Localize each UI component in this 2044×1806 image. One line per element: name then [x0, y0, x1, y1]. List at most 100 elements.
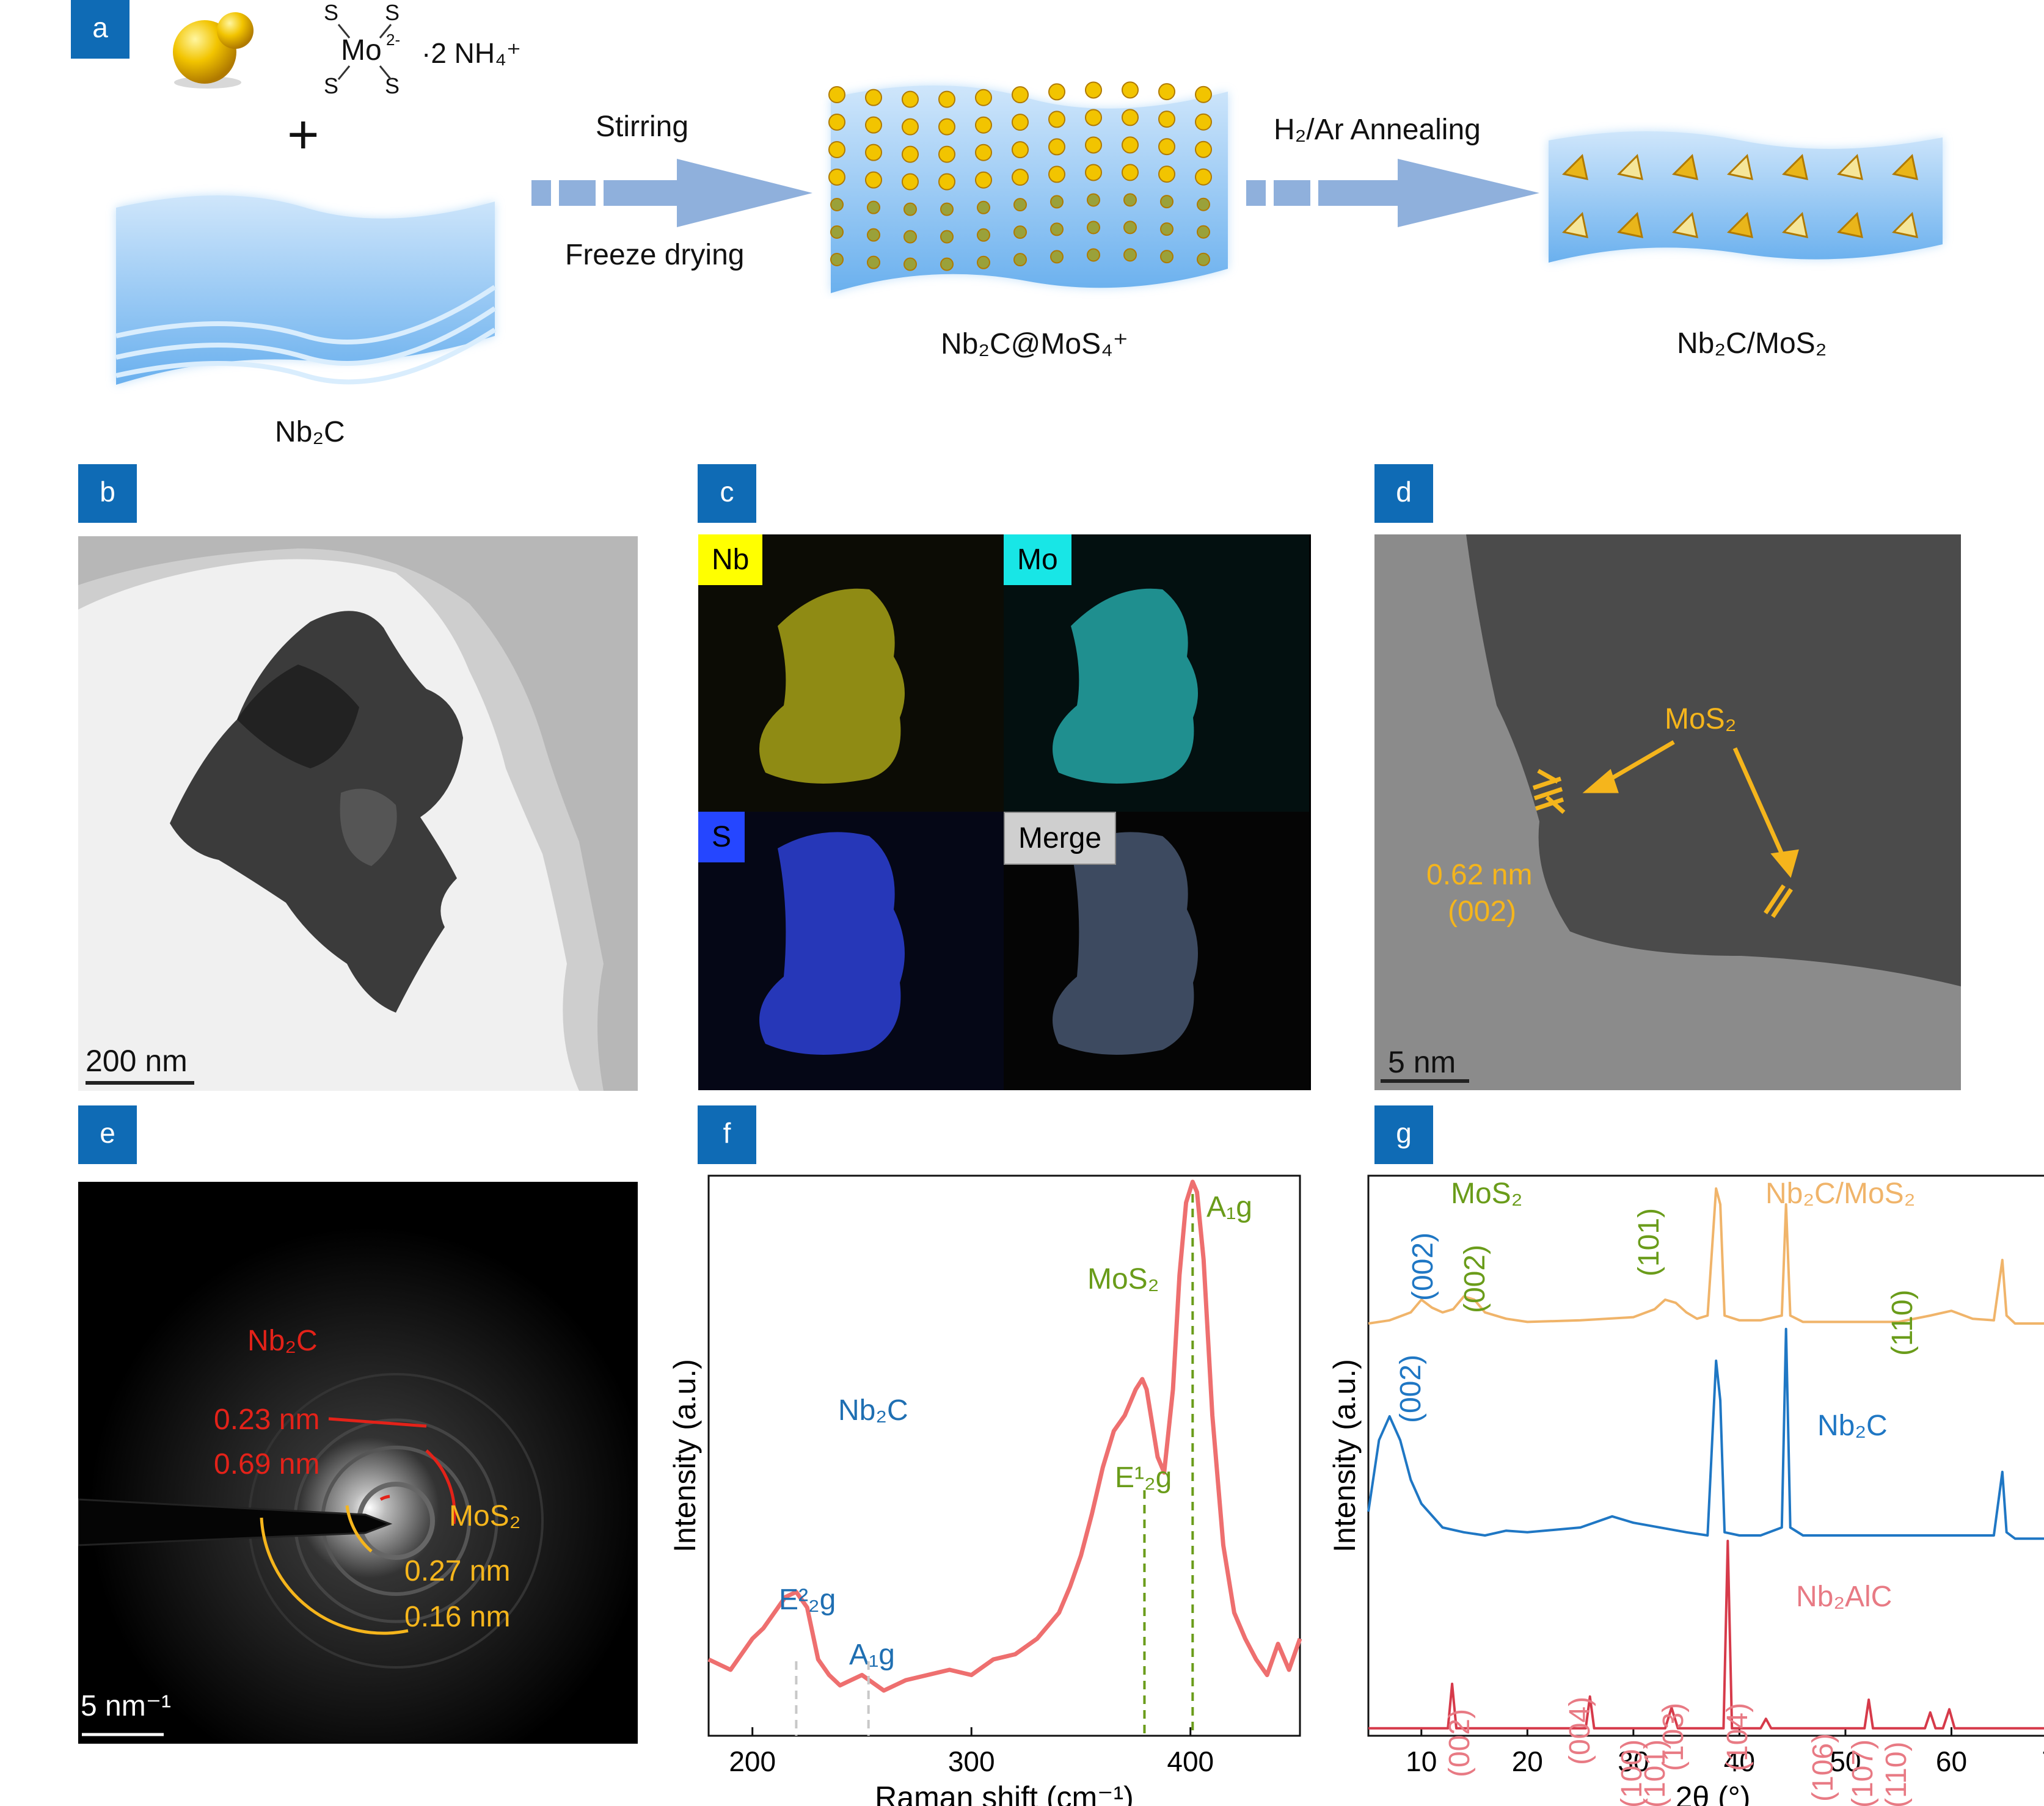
s-label: S: [385, 73, 400, 98]
triangle-mark: [1561, 153, 1588, 180]
triangle-mark: [1671, 153, 1698, 180]
saed-d1-label: 0.23 nm: [214, 1404, 320, 1436]
triangle-mark: [1671, 211, 1698, 238]
sphere-mark: [903, 257, 917, 271]
sphere-mark: [902, 90, 919, 108]
annotation-label: (004): [1564, 1697, 1596, 1765]
saed-nb2c-label: Nb₂C: [247, 1325, 318, 1357]
annotation-label: (002): [1407, 1233, 1439, 1301]
x-axis-label: Raman shift (cm⁻¹): [875, 1780, 1134, 1806]
triangle-mark: [1616, 153, 1643, 180]
saed-d4-label: 0.16 nm: [404, 1601, 511, 1633]
sphere-mark: [1048, 111, 1065, 128]
annotation-label: A₁g: [1206, 1191, 1252, 1223]
triangle-mark: [1781, 211, 1808, 238]
product-sheet-image: [1549, 131, 1943, 263]
sphere-mark: [1122, 109, 1139, 126]
sphere-mark: [1158, 166, 1175, 183]
intermediate-label: Nb₂C@MoS₄⁺: [941, 328, 1129, 360]
sphere-mark: [865, 171, 882, 189]
hrtem-plane-label: (002): [1448, 895, 1517, 928]
sphere-mark: [1012, 141, 1029, 159]
sphere-mark: [1123, 220, 1137, 235]
sphere-mark: [828, 141, 845, 158]
sphere-mark: [1195, 140, 1212, 158]
sphere-mark: [1087, 193, 1100, 207]
sphere-mark: [902, 118, 919, 136]
panel-label-e: e: [78, 1105, 137, 1164]
sphere-mark: [1048, 83, 1065, 101]
sphere-mark: [1197, 252, 1210, 266]
sphere-mark: [865, 89, 882, 106]
eds-mapping: Nb Mo S Merge: [698, 534, 1311, 1090]
tem-scale-label: 200 nm: [86, 1044, 188, 1078]
x-tick-label: 200: [729, 1746, 776, 1777]
panel-label-a: a: [71, 0, 130, 59]
sphere-mark: [1048, 138, 1065, 156]
intermediate-sheets-image: [828, 81, 1228, 293]
saed-d3-label: 0.27 nm: [404, 1555, 511, 1587]
raman-chart: 200 300 400 Raman shift (cm⁻¹) Intensity (a.…: [672, 1174, 1302, 1806]
s-label: S: [324, 0, 339, 25]
sphere-mark: [1197, 197, 1210, 211]
triangle-mark: [1781, 153, 1808, 180]
sphere-mark: [1012, 169, 1029, 186]
sphere-mark: [865, 116, 882, 134]
plot-frame: [1367, 1174, 2044, 1737]
annotation-label: (101): [1633, 1208, 1665, 1276]
sphere-mark: [1085, 136, 1102, 154]
map-tag-mo: Mo: [1004, 534, 1071, 585]
sphere-mark: [940, 202, 954, 216]
annotation-label: (101): [1639, 1739, 1671, 1806]
map-tag-nb: Nb: [698, 534, 763, 585]
hrtem-image: [1374, 534, 1961, 1090]
triangle-mark: [1616, 211, 1643, 238]
map-mo: Mo: [1004, 534, 1309, 812]
triangle-mark: [1891, 153, 1918, 180]
map-tag-merge: Merge: [1004, 812, 1117, 865]
saed-scale-label: 5 nm⁻¹: [81, 1690, 172, 1722]
sphere-mark: [1050, 195, 1064, 209]
sphere-mark: [1197, 225, 1210, 239]
sphere-mark: [902, 145, 919, 163]
x-tick-label: 300: [948, 1746, 995, 1777]
sulfur-atom-icon: [173, 12, 254, 89]
sphere-mark: [1085, 109, 1102, 126]
nb2c-label: Nb₂C: [275, 416, 345, 448]
sphere-mark: [1160, 222, 1173, 236]
sphere-mark: [1160, 195, 1173, 209]
sphere-mark: [828, 86, 845, 103]
saed-d2-label: 0.69 nm: [214, 1448, 320, 1480]
triangle-mark: [1836, 211, 1863, 238]
mo-charge: 2-: [386, 31, 401, 49]
sphere-mark: [975, 144, 992, 161]
sphere-mark: [1122, 81, 1139, 99]
saed-mos2-label: MoS₂: [449, 1500, 521, 1532]
annotation-label: (100): [1616, 1739, 1648, 1806]
triangle-mark: [1726, 153, 1753, 180]
sphere-mark: [1158, 111, 1175, 128]
sphere-mark: [830, 198, 844, 211]
annealing-arrow: [1246, 159, 1539, 227]
x-tick-label: 20: [1512, 1746, 1543, 1777]
annotation-label: Nb₂C: [838, 1394, 908, 1427]
sphere-mark: [1195, 168, 1212, 186]
sphere-mark: [1122, 164, 1139, 181]
step1-bottom-label: Freeze drying: [565, 239, 745, 271]
sphere-mark: [1123, 248, 1137, 262]
sphere-mark: [902, 173, 919, 191]
sphere-mark: [828, 114, 845, 131]
annotation-label: Nb₂C/MoS₂: [1765, 1178, 1915, 1210]
x-tick-label: 40: [1724, 1746, 1755, 1777]
sphere-mark: [940, 257, 954, 271]
annotation-label: (103): [1657, 1703, 1690, 1771]
sphere-mark: [830, 253, 844, 266]
series-line: [707, 1179, 1302, 1693]
y-axis-label: Intensity (a.u.): [672, 1359, 702, 1553]
sphere-mark: [828, 169, 845, 186]
mo-label: Mo: [341, 34, 382, 67]
triangle-mark: [1891, 211, 1918, 238]
sphere-mark: [1085, 81, 1102, 99]
annotation-label: A₁g: [849, 1639, 895, 1671]
annotation-label: E¹₂g: [1115, 1462, 1172, 1494]
